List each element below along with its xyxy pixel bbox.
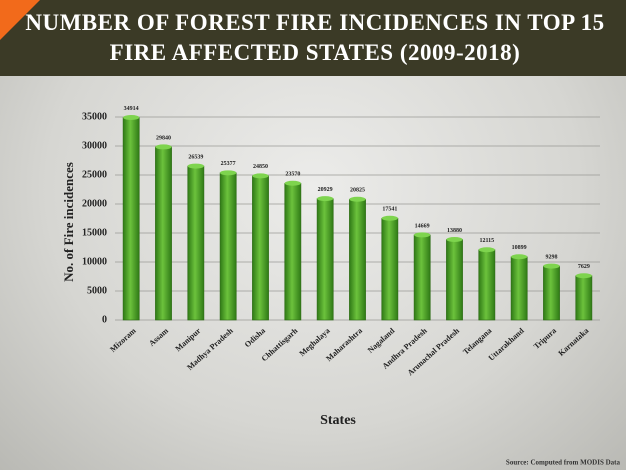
- value-label: 17541: [382, 207, 397, 213]
- bar-cap: [155, 144, 172, 150]
- bar: [122, 117, 140, 321]
- corner-decoration: [0, 0, 40, 40]
- value-label: 20929: [318, 187, 333, 193]
- bar: [446, 239, 463, 321]
- bar-cap: [317, 196, 334, 202]
- bar: [575, 275, 593, 321]
- y-tick-label: 20000: [82, 198, 107, 209]
- value-label: 29840: [156, 135, 171, 141]
- bar-cap: [187, 163, 204, 169]
- y-tick-label: 0: [102, 314, 107, 325]
- value-label: 23570: [285, 172, 300, 178]
- bar-cap: [252, 173, 269, 179]
- x-tick-label: Assam: [147, 326, 170, 348]
- y-tick-label: 10000: [82, 256, 107, 267]
- bar: [155, 146, 172, 321]
- bar-cap: [543, 263, 560, 269]
- value-label: 14669: [415, 223, 430, 229]
- x-tick-label: Nagaland: [366, 326, 397, 355]
- x-tick-label: Karnataka: [557, 326, 591, 358]
- bar: [316, 198, 334, 321]
- bar: [478, 249, 496, 321]
- y-tick-label: 5000: [87, 285, 107, 296]
- value-label: 10899: [512, 245, 527, 251]
- bar: [284, 182, 302, 321]
- x-tick-label: Odisha: [243, 326, 267, 349]
- bar-cap: [220, 170, 237, 176]
- value-label: 26539: [188, 154, 203, 160]
- source-note: Source: Computed from MODIS Data: [506, 459, 621, 467]
- bar-cap: [123, 114, 140, 120]
- chart-title: NUMBER OF FOREST FIRE INCIDENCES IN TOP …: [25, 10, 605, 65]
- bar-cap: [478, 247, 495, 253]
- bar-cap: [575, 273, 592, 279]
- x-axis-label: States: [320, 413, 356, 428]
- y-axis-label: No. of Fire incidences: [61, 162, 76, 282]
- x-tick-label: Uttarakhand: [487, 326, 526, 363]
- y-tick-label: 35000: [82, 111, 107, 122]
- value-label: 12115: [479, 238, 494, 244]
- value-label: 25377: [221, 161, 236, 167]
- bar-cap: [414, 232, 431, 238]
- bar: [219, 172, 237, 321]
- bar-cap: [284, 180, 301, 186]
- x-tick-label: Tripura: [532, 326, 558, 351]
- x-tick-label: Telangana: [461, 326, 493, 356]
- x-tick-label: Manipur: [174, 326, 203, 354]
- bar-cap: [381, 215, 398, 221]
- y-tick-label: 30000: [82, 140, 107, 151]
- value-label: 34914: [124, 106, 139, 112]
- value-label: 9298: [546, 254, 558, 260]
- bar: [187, 165, 205, 321]
- bar-cap: [349, 196, 366, 202]
- bar: [349, 198, 366, 321]
- title-banner: [0, 0, 626, 76]
- bar: [510, 256, 528, 321]
- bar-cap: [511, 254, 528, 260]
- value-label: 24850: [253, 164, 268, 170]
- bar: [413, 234, 431, 321]
- bar-cap: [446, 236, 463, 242]
- value-label: 20825: [350, 188, 365, 194]
- bar: [543, 265, 560, 321]
- x-tick-label: Mizoram: [108, 326, 138, 354]
- y-tick-label: 25000: [82, 169, 107, 180]
- y-tick-label: 15000: [82, 227, 107, 238]
- value-label: 7629: [578, 264, 590, 270]
- bar: [252, 175, 269, 321]
- value-label: 13880: [447, 228, 462, 234]
- bar: [381, 217, 399, 321]
